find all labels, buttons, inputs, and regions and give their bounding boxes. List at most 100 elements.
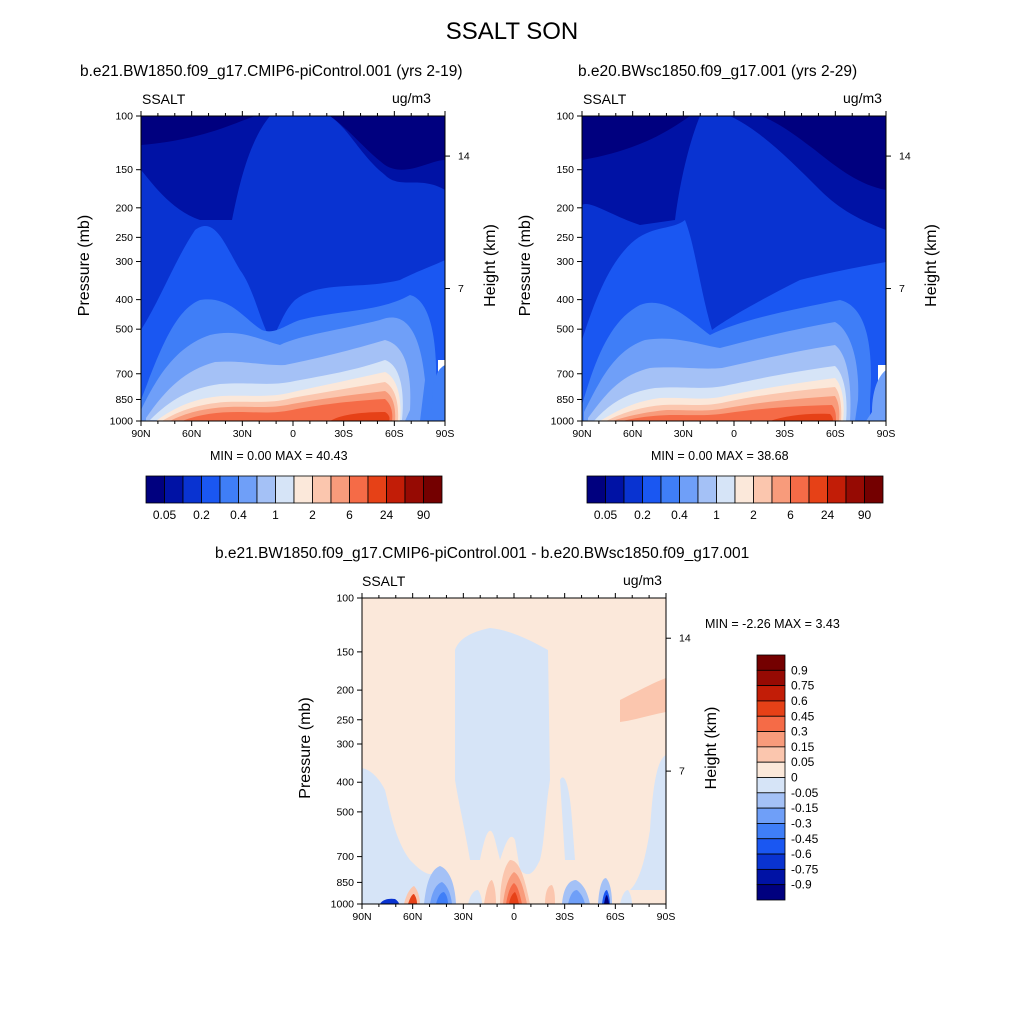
panel1-colorbar-swatch — [219, 475, 239, 504]
panel3-colorbar-label: -0.3 — [791, 816, 812, 830]
panel2-colorbar-label: 2 — [750, 508, 757, 522]
panel3-colorbar-swatch — [756, 669, 786, 687]
panel2-colorbar-swatch — [605, 475, 625, 504]
panel2-title: b.e20.BWsc1850.f09_g17.001 (yrs 2-29) — [578, 63, 858, 80]
panel1-xtick-label: 0 — [290, 428, 296, 440]
panel3-colorbar-swatch — [756, 685, 786, 702]
panel3-colorbar-label: -0.05 — [791, 786, 819, 800]
panel2-minmax: MIN = 0.00 MAX = 38.68 — [651, 449, 789, 463]
panel1-title: b.e21.BW1850.f09_g17.CMIP6-piControl.001… — [80, 63, 463, 80]
panel2-colorbar-label: 0.2 — [634, 508, 651, 522]
panel1-colorbar-label: 90 — [417, 508, 431, 522]
panel2-colorbar-swatch — [697, 475, 717, 504]
panel3-xtick-label: 60S — [606, 911, 625, 923]
panel2-ytick-label: 200 — [556, 202, 574, 214]
panel1-xtick-label: 30N — [233, 428, 252, 440]
panel3-colorbar-label: 0.6 — [791, 694, 808, 708]
panel3-colorbar-swatch — [756, 853, 786, 870]
panel3-ytick-label: 400 — [336, 777, 354, 789]
panel1-colorbar-swatch — [293, 475, 313, 504]
panel3-ylabel: Pressure (mb) — [297, 697, 314, 798]
panel2-colorbar-label: 90 — [858, 508, 872, 522]
panel2-colorbar-swatch — [586, 475, 606, 504]
panel1-colorbar-swatch — [256, 475, 276, 504]
main-title: SSALT SON — [445, 18, 579, 45]
panel3-units-label: ug/m3 — [623, 572, 662, 588]
panel3-colorbar-swatch — [756, 715, 786, 732]
panel1-xtick-label: 60S — [385, 428, 404, 440]
panel2-xtick-label: 60N — [623, 428, 642, 440]
panel2-xtick-label: 0 — [731, 428, 737, 440]
panel1-xtick-label: 30S — [334, 428, 353, 440]
panel3-xtick-label: 90S — [657, 911, 676, 923]
panel3-colorbar-swatch — [756, 838, 786, 855]
panel3-ytick-label: 250 — [336, 714, 354, 726]
panel1-colorbar-swatch — [182, 475, 202, 504]
panel3-colorbar-label: 0 — [791, 771, 798, 785]
panel1-colorbar-swatch — [423, 475, 443, 504]
panel3-colorbar-swatch — [756, 868, 786, 886]
panel3-variable-label: SSALT — [362, 573, 406, 589]
panel2-ylabel: Pressure (mb) — [517, 215, 534, 316]
panel2-colorbar-label: 1 — [713, 508, 720, 522]
panel2-colorbar-swatch — [753, 475, 773, 504]
panel3-ytick-label: 300 — [336, 738, 354, 750]
panel1-colorbar-swatch — [164, 475, 184, 504]
panel2-ytick-right-label: 7 — [899, 283, 905, 295]
panel1-minmax: MIN = 0.00 MAX = 40.43 — [210, 449, 348, 463]
panel1-xtick-label: 60N — [182, 428, 201, 440]
panel2-colorbar-label: 0.05 — [594, 508, 618, 522]
panel2-ytick-label: 150 — [556, 164, 574, 176]
panel3-colorbar-label: 0.9 — [791, 663, 808, 677]
panel2-xtick-label: 30N — [674, 428, 693, 440]
panel1-ytick-label: 850 — [115, 394, 133, 406]
panel1-ylabel: Pressure (mb) — [76, 215, 93, 316]
panel1-colorbar-swatch — [312, 475, 332, 504]
panel3-xtick-label: 0 — [511, 911, 517, 923]
panel2-colorbar-label: 0.4 — [671, 508, 688, 522]
panel3-minmax: MIN = -2.26 MAX = 3.43 — [705, 617, 840, 631]
panel2-ylabel-right: Height (km) — [923, 224, 940, 307]
panel2-ytick-label: 1000 — [551, 416, 575, 428]
panel3-colorbar-swatch — [756, 761, 786, 778]
panel3-colorbar-swatch — [756, 884, 786, 901]
panel3-xtick-label: 30S — [555, 911, 574, 923]
panel3-ytick-label: 850 — [336, 877, 354, 889]
panel1-field — [141, 116, 445, 421]
panel2-xtick-label: 90S — [877, 428, 896, 440]
panel1-colorbar-label: 0.4 — [230, 508, 247, 522]
panel2-colorbar-swatch — [734, 475, 754, 504]
panel1-ytick-right-label: 7 — [458, 283, 464, 295]
panel1-colorbar-label: 1 — [272, 508, 279, 522]
panel1-colorbar-swatch — [404, 475, 424, 504]
panel2-colorbar-swatch — [845, 475, 865, 504]
panel2-variable-label: SSALT — [583, 91, 627, 107]
panel3-colorbar-swatch — [756, 792, 786, 809]
panel1-ytick-right-label: 14 — [458, 151, 470, 163]
panel3-colorbar-label: 0.15 — [791, 740, 815, 754]
panel1-ytick-label: 700 — [115, 368, 133, 380]
panel2-xtick-label: 90N — [572, 428, 591, 440]
panel3-ytick-label: 200 — [336, 685, 354, 697]
panel3-xtick-label: 60N — [403, 911, 422, 923]
panel1-variable-label: SSALT — [142, 91, 186, 107]
panel3-field — [362, 598, 666, 904]
panel1-ylabel-right: Height (km) — [482, 224, 499, 307]
panel1-colorbar-label: 24 — [380, 508, 394, 522]
panel1-colorbar-swatch — [386, 475, 406, 504]
panel3-colorbar-label: 0.75 — [791, 679, 815, 693]
panel1-colorbar-label: 0.05 — [153, 508, 177, 522]
panel3-colorbar-swatch — [756, 700, 786, 717]
panel3-colorbar-swatch — [756, 777, 786, 794]
panel2-colorbar-swatch — [679, 475, 699, 504]
panel1-ytick-label: 100 — [115, 111, 133, 123]
panel2-colorbar-swatch — [864, 475, 884, 504]
panel2-colorbar-swatch — [771, 475, 791, 504]
panel1-colorbar-swatch — [349, 475, 369, 504]
panel2-colorbar-swatch — [660, 475, 680, 504]
panel1-colorbar-swatch — [367, 475, 387, 504]
panel3-ytick-label: 700 — [336, 851, 354, 863]
panel1-units-label: ug/m3 — [392, 90, 431, 106]
panel1-xtick-label: 90S — [436, 428, 455, 440]
